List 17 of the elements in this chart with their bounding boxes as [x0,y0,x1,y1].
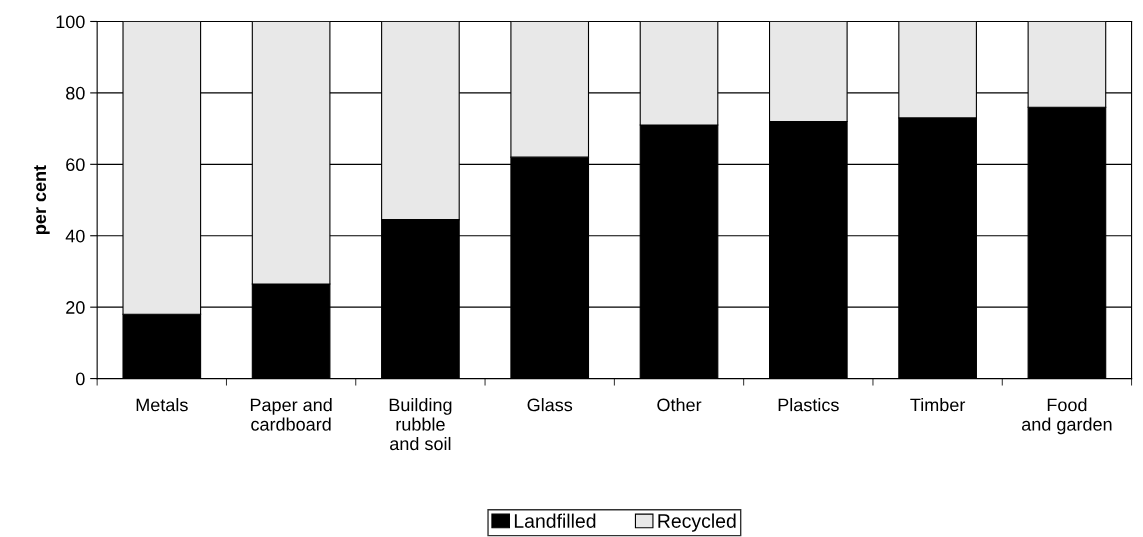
y-tick-label: 20 [66,301,85,314]
legend-label: Landfilled [514,513,596,528]
y-axis-title: per cent [34,165,50,234]
x-tick-label: Glass [527,398,573,412]
y-tick-label: 40 [65,229,85,243]
y-tick-label: 100 [56,15,85,29]
x-tick-label: Building rubble and soil [389,398,452,451]
y-tick-label: 60 [66,158,85,172]
x-tick-label: Paper and cardboard [250,398,332,431]
x-tick-label: Metals [136,398,188,412]
legend-label: Recycled [658,513,736,532]
x-tick-label: Timber [910,398,966,412]
x-tick-label: Plastics [778,398,839,412]
x-tick-label: Food and garden [1022,398,1112,435]
y-tick-label: 0 [76,372,85,386]
x-tick-label: Other [657,398,702,412]
y-tick-label: 80 [66,86,85,100]
